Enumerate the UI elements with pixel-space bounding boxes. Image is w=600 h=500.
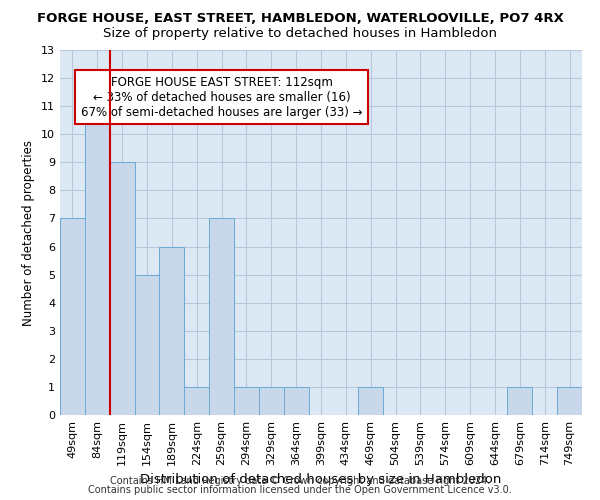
Bar [259, 387, 284, 415]
Bar [110, 162, 134, 415]
Text: FORGE HOUSE, EAST STREET, HAMBLEDON, WATERLOOVILLE, PO7 4RX: FORGE HOUSE, EAST STREET, HAMBLEDON, WAT… [37, 12, 563, 26]
Y-axis label: Number of detached properties: Number of detached properties [22, 140, 35, 326]
Bar [209, 218, 234, 415]
Bar [85, 106, 110, 415]
Text: FORGE HOUSE EAST STREET: 112sqm
← 33% of detached houses are smaller (16)
67% of: FORGE HOUSE EAST STREET: 112sqm ← 33% of… [81, 76, 362, 118]
Text: Contains HM Land Registry data © Crown copyright and database right 2024.: Contains HM Land Registry data © Crown c… [110, 476, 490, 486]
Bar [358, 387, 383, 415]
Text: Size of property relative to detached houses in Hambledon: Size of property relative to detached ho… [103, 28, 497, 40]
Bar [284, 387, 308, 415]
Text: Contains public sector information licensed under the Open Government Licence v3: Contains public sector information licen… [88, 485, 512, 495]
X-axis label: Distribution of detached houses by size in Hambledon: Distribution of detached houses by size … [140, 474, 502, 486]
Bar [134, 274, 160, 415]
Bar [557, 387, 582, 415]
Bar [234, 387, 259, 415]
Bar [184, 387, 209, 415]
Bar [508, 387, 532, 415]
Bar [160, 246, 184, 415]
Bar [60, 218, 85, 415]
